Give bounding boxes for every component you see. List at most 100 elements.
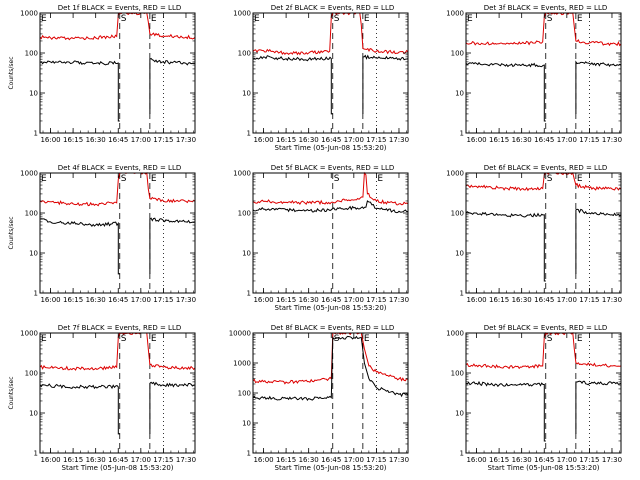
x-axis-label: Start Time (05-Jun-08 15:53:20) [275,464,387,472]
series-line-events [465,380,546,442]
y-axis-label: Counts/sec [8,56,15,89]
x-tick-label: 17:00 [131,136,151,144]
marker-label-3: E [151,334,157,344]
y-tick-label: 1000 [20,10,38,18]
x-tick-label: 16:45 [534,296,554,304]
chart-panel-2: Det 2f BLACK = Events, RED = LLD E S E 1 10 10… [233,4,409,152]
series-line-events [465,211,546,282]
x-tick-label: 16:15 [489,136,509,144]
series-line-lld [252,171,409,206]
x-tick-label: 17:15 [366,456,386,464]
y-tick-label: 1000 [20,170,38,178]
y-tick-label: 10000 [229,330,251,338]
y-tick-label: 10 [29,250,38,258]
x-tick-label: 17:00 [344,456,364,464]
plot-frame [465,172,622,294]
series-line-lld [252,332,409,385]
marker-label-1: S [547,174,553,184]
x-tick-label: 16:30 [86,136,106,144]
y-tick-label: 1 [247,130,251,138]
y-tick-label: 1000 [20,330,38,338]
marker-label-2: E [364,334,370,344]
x-tick-label: 16:30 [299,136,319,144]
y-tick-label: 1000 [446,330,464,338]
chart-title: Det 5f BLACK = Events, RED = LLD [271,164,394,172]
y-tick-label: 1000 [233,360,251,368]
y-tick-label: 100 [238,210,251,218]
x-tick-label: 17:00 [557,136,577,144]
x-tick-label: 17:15 [366,136,386,144]
x-tick-label: 17:00 [344,296,364,304]
x-tick-label: 17:30 [389,456,409,464]
x-tick-label: 16:30 [512,456,532,464]
chart-panel-8: Det 8f BLACK = Events, RED = LLD S E 1 10 100… [229,324,409,472]
series-line-events [39,218,120,275]
x-tick-label: 17:30 [176,296,196,304]
x-tick-label: 16:00 [466,456,486,464]
x-tick-label: 16:15 [489,456,509,464]
series-line-lld [465,12,622,47]
x-tick-label: 17:15 [153,456,173,464]
x-axis-label: Start Time (05-Jun-08 15:53:20) [275,304,387,312]
chart-title: Det 6f BLACK = Events, RED = LLD [484,164,607,172]
x-tick-label: 16:15 [63,456,83,464]
plot-frame [465,12,622,134]
x-tick-label: 16:00 [253,296,273,304]
y-tick-label: 10 [242,90,251,98]
series-line-lld [465,171,622,192]
chart-panel-6: Det 6f BLACK = Events, RED = LLD S E 1 10 100… [446,164,622,304]
x-tick-label: 16:00 [40,456,60,464]
x-tick-label: 17:15 [579,456,599,464]
y-tick-label: 100 [451,50,464,58]
marker-label-2: S [547,14,553,24]
x-tick-label: 16:30 [86,456,106,464]
x-tick-label: 16:15 [63,296,83,304]
x-tick-label: 16:30 [299,456,319,464]
x-tick-label: 16:30 [299,296,319,304]
x-axis-label: Start Time (05-Jun-08 15:53:20) [488,464,600,472]
chart-title: Det 7f BLACK = Events, RED = LLD [58,324,181,332]
y-tick-label: 100 [25,370,38,378]
y-tick-label: 1 [460,450,464,458]
chart-panel-9: Det 9f BLACK = Events, RED = LLD S E 1 10 100… [446,324,622,472]
y-tick-label: 10 [455,90,464,98]
chart-title: Det 4f BLACK = Events, RED = LLD [58,164,181,172]
series-line-lld [465,332,622,370]
y-tick-label: 1 [460,130,464,138]
marker-label-2: S [121,334,127,344]
marker-label-1: E [41,14,47,24]
chart-panel-5: Det 5f BLACK = Events, RED = LLD S E 1 10 100… [233,164,409,312]
y-tick-label: 10 [29,410,38,418]
x-tick-label: 17:30 [176,456,196,464]
chart-title: Det 1f BLACK = Events, RED = LLD [58,4,181,12]
x-tick-label: 17:15 [153,136,173,144]
plot-frame [252,12,409,134]
x-tick-label: 16:45 [534,456,554,464]
x-tick-label: 17:00 [557,296,577,304]
plot-frame [252,332,409,454]
x-tick-label: 17:30 [176,136,196,144]
chart-title: Det 3f BLACK = Events, RED = LLD [484,4,607,12]
y-tick-label: 1 [460,290,464,298]
x-tick-label: 17:15 [579,296,599,304]
x-tick-label: 16:30 [86,296,106,304]
marker-label-2: E [577,334,583,344]
y-tick-label: 10 [242,250,251,258]
marker-label-1: E [41,334,47,344]
x-tick-label: 16:00 [466,296,486,304]
plot-frame [39,332,196,454]
x-tick-label: 17:00 [131,456,151,464]
x-tick-label: 16:00 [253,136,273,144]
y-tick-label: 100 [238,50,251,58]
chart-panel-4: Det 4f BLACK = Events, RED = LLD E S E 1 10 10… [8,164,196,304]
chart-title: Det 9f BLACK = Events, RED = LLD [484,324,607,332]
x-axis-label: Start Time (05-Jun-08 15:53:20) [62,464,174,472]
x-tick-label: 16:45 [108,296,128,304]
chart-title: Det 2f BLACK = Events, RED = LLD [271,4,394,12]
series-line-events [465,61,546,122]
chart-panel-3: Det 3f BLACK = Events, RED = LLD E S E 1 10 10… [446,4,622,144]
series-line-events [39,383,120,435]
marker-label-2: E [577,174,583,184]
y-tick-label: 10 [29,90,38,98]
marker-label-3: E [151,174,157,184]
